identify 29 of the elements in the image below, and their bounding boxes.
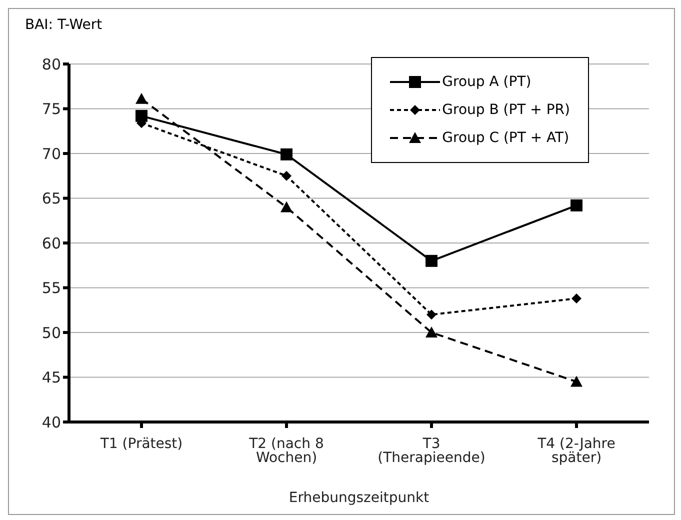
y-tick-label: 45 [42,368,61,387]
point [426,326,438,338]
y-tick-label: 50 [42,324,61,342]
point [136,92,148,104]
legend-label: Group C (PT + AT) [442,130,570,146]
point [136,110,148,122]
y-tick-label: 55 [42,279,61,298]
point [426,254,438,267]
y-tick-label: 70 [42,144,61,163]
point [570,376,582,387]
y-tick-label: 40 [42,413,61,432]
point [280,201,292,212]
point [572,293,582,304]
x-tick-label: T1 (Prätest) [99,436,183,452]
legend-label: Group B (PT + PR) [442,102,570,118]
x-tick-label: T4 (2-Jahre später) [536,436,616,466]
x-axis-title: Erhebungszeitpunkt [288,490,430,506]
y-axis-title: BAI: T-Wert [25,17,102,33]
y-tick-label: 80 [42,55,61,74]
point [570,199,582,212]
point [426,310,436,320]
y-tick-label: 75 [42,100,61,118]
x-tick-label: T3 (Therapieende) [378,436,486,466]
point [280,148,292,160]
x-tick-label: T2 (nach 8 Wochen) [248,436,324,466]
y-tick-label: 60 [42,234,61,252]
y-tick-label: 65 [42,190,61,208]
legend-label: Group A (PT) [442,74,532,90]
point [282,170,292,181]
